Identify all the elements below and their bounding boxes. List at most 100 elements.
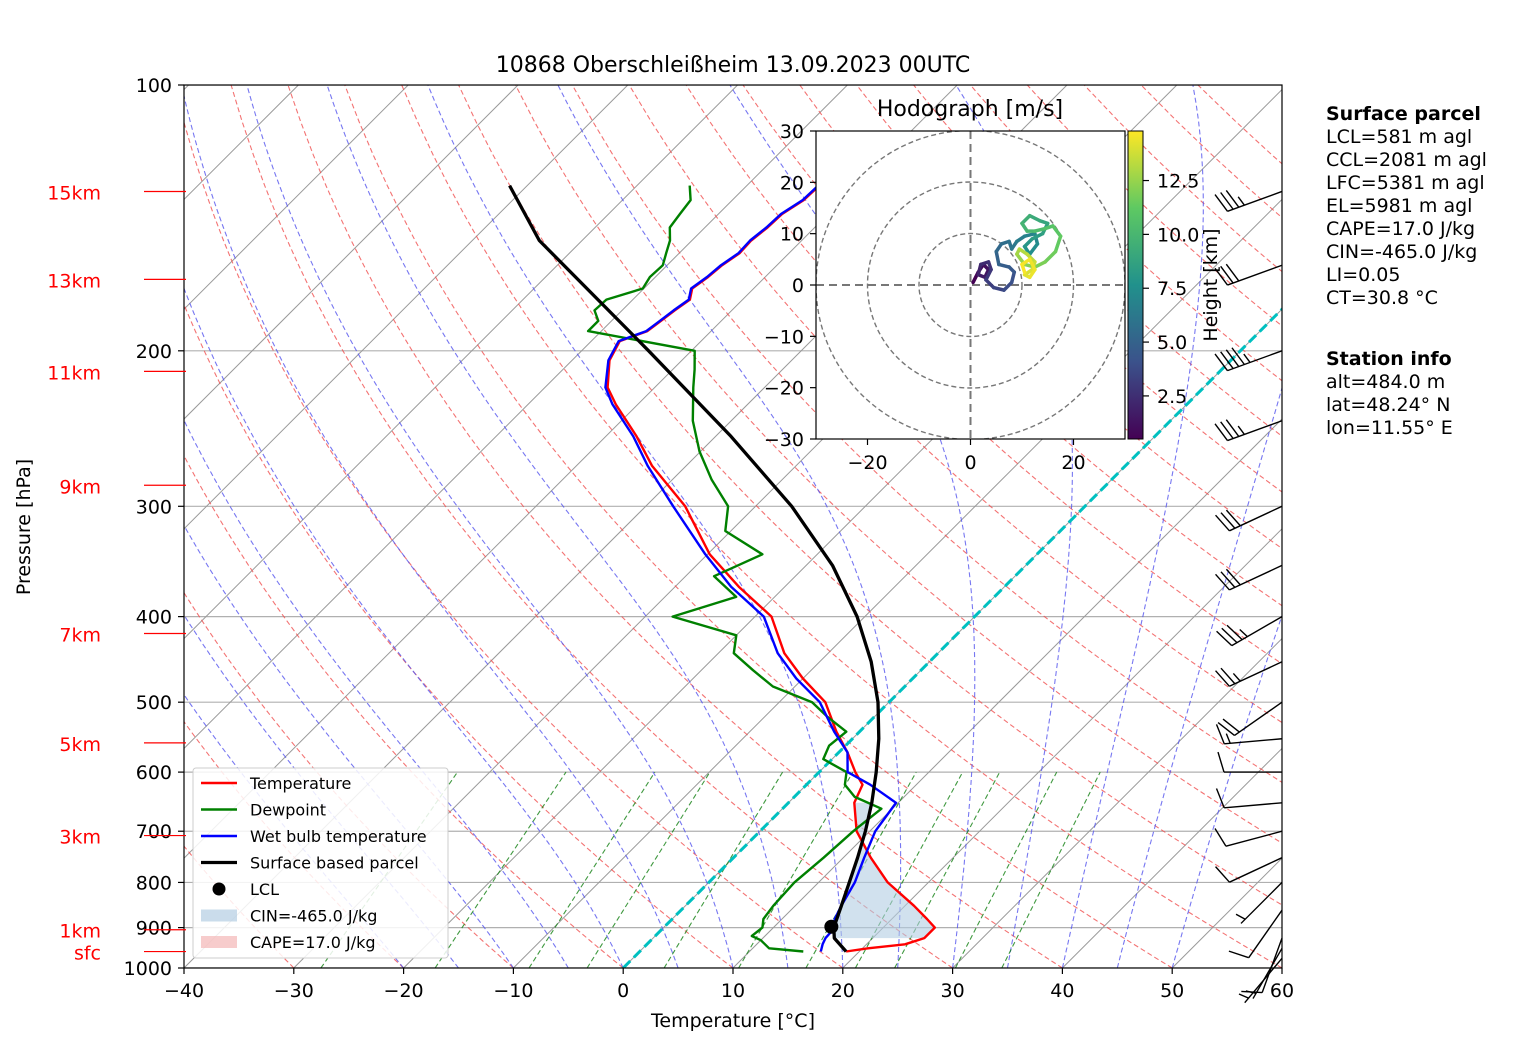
barb-feather (1228, 950, 1249, 959)
hodograph-segment (994, 249, 1001, 267)
moist-adiabat (184, 286, 624, 968)
wind-barb (1215, 505, 1283, 532)
moist-adiabat (1116, 386, 1282, 968)
barb-feather (1222, 718, 1240, 733)
barb-staff (1229, 857, 1283, 883)
isotherm (184, 85, 519, 420)
legend-label: Temperature (249, 774, 351, 793)
legend-item: CIN=-465.0 J/kg (201, 907, 377, 926)
colorbar-tick-label: 10.0 (1157, 224, 1199, 246)
barb-feather (1217, 751, 1225, 773)
barb-half-feather (1235, 913, 1246, 920)
colorbar-tick-label: 2.5 (1157, 386, 1187, 408)
legend-item: Surface based parcel (201, 854, 419, 873)
y-tick-label: 500 (136, 692, 172, 714)
legend-item: Temperature (201, 774, 351, 793)
legend-label: Surface based parcel (250, 854, 419, 873)
barb-half-feather (1243, 353, 1251, 363)
barb-feather (1225, 190, 1240, 208)
barb-feather (1225, 419, 1240, 437)
hodograph-segment (1022, 231, 1037, 238)
hodograph-segment (1002, 280, 1014, 292)
wind-barb (1215, 564, 1283, 591)
dry-adiabat (571, 85, 1282, 783)
legend-item: CAPE=17.0 J/kg (201, 933, 376, 952)
wind-barb (1215, 788, 1283, 809)
isotherm (513, 198, 1282, 968)
barb-half-feather (1245, 990, 1257, 995)
series-line-wet-bulb-temperature (604, 184, 898, 952)
barb-feather (1215, 788, 1225, 809)
barb-half-feather (1239, 628, 1248, 638)
height-label: sfc (74, 943, 101, 965)
x-tick-label: −20 (384, 980, 424, 1002)
y-tick-label: 400 (136, 607, 172, 629)
barb-feather (1214, 828, 1227, 847)
hodograph-ring (866, 181, 1075, 389)
legend-item: LCL (212, 880, 279, 899)
colorbar-tick-label: 7.5 (1157, 278, 1187, 300)
mixing-ratio-line (854, 771, 964, 968)
moist-adiabat (1061, 85, 1204, 968)
x-tick-label: −30 (274, 980, 314, 1002)
lcl-value: LCL=581 m agl (1326, 126, 1473, 148)
wind-barb (1214, 419, 1283, 442)
barb-half-feather (1237, 196, 1245, 206)
dry-adiabat (401, 85, 1282, 968)
moist-adiabat (184, 419, 569, 968)
x-tick-label: 50 (1160, 980, 1184, 1002)
mixing-ratio-line (663, 771, 784, 968)
x-tick-label: 40 (1050, 980, 1074, 1002)
isotherm (732, 418, 1282, 968)
barb-staff (1234, 701, 1283, 737)
barb-feather (1225, 263, 1240, 282)
station-info-heading: Station info (1326, 348, 1452, 370)
mixing-ratio-lines (320, 771, 1101, 968)
barb-feather (1216, 630, 1233, 647)
station-longitude: lon=11.55° E (1326, 417, 1453, 439)
x-axis-ticks: −40 −30 −20 −10 0 10 20 30 40 50 60 (164, 968, 1294, 1002)
x-tick-label: 60 (1270, 980, 1294, 1002)
barb-staff (1229, 564, 1283, 591)
hodograph-y-tick-label: 0 (792, 275, 804, 297)
lfc-value: LFC=5381 m agl (1326, 172, 1485, 194)
x-tick-label: −10 (493, 980, 533, 1002)
y-tick-label: 900 (136, 918, 172, 940)
wind-barb (1214, 263, 1283, 286)
mixing-ratio-line (894, 771, 1001, 968)
moist-adiabat (326, 85, 789, 968)
mixing-ratio-line (434, 771, 567, 968)
hodograph-y-tick-label: −10 (764, 326, 804, 348)
colorbar (1127, 130, 1144, 440)
station-altitude: alt=484.0 m (1326, 371, 1446, 393)
barb-feather (1225, 509, 1241, 527)
zero-degree-isotherm (622, 307, 1282, 968)
hodograph-segment (1027, 257, 1037, 272)
colorbar-tick-label: 12.5 (1157, 171, 1199, 193)
hodograph-y-tick-label: −20 (764, 378, 804, 400)
cin-area (833, 802, 935, 939)
hodograph-y-tick-label: −30 (764, 429, 804, 451)
legend-item: Dewpoint (201, 801, 326, 820)
barb-feather (1220, 512, 1236, 529)
station-latitude: lat=48.24° N (1326, 394, 1451, 416)
barb-feather (1220, 265, 1234, 284)
wind-barb (1238, 957, 1283, 1004)
y-tick-label: 100 (136, 75, 172, 97)
y-tick-label: 300 (136, 496, 172, 518)
barb-staff (1225, 830, 1283, 847)
barb-staff (1244, 957, 1283, 1004)
height-label: 9km (59, 476, 101, 498)
x-tick-label: 20 (831, 980, 855, 1002)
isotherm (184, 85, 629, 530)
y-axis-ticks: 100 200 300 400 500 600 700 800 900 1000 (124, 75, 184, 980)
cin-value: CIN=-465.0 J/kg (1326, 241, 1478, 263)
hodograph-ring (918, 232, 1023, 338)
y-tick-label: 1000 (124, 958, 172, 980)
ct-value: CT=30.8 °C (1326, 287, 1438, 309)
moist-adiabat (427, 85, 844, 968)
legend-box (192, 767, 449, 959)
barb-staff (1224, 802, 1283, 809)
hodograph-segment (991, 285, 1006, 292)
hodograph-y-tick-label: 30 (780, 121, 804, 143)
